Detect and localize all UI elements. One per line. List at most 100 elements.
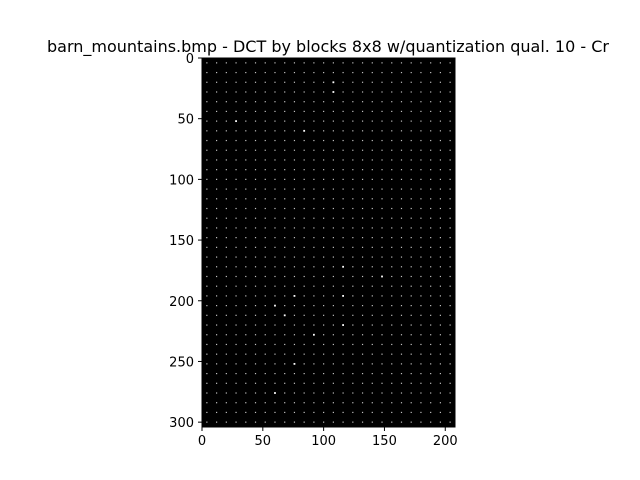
dct-coefficient (216, 372, 218, 375)
dct-coefficient (342, 169, 344, 171)
dct-coefficient (313, 246, 315, 248)
dct-coefficient (274, 285, 276, 287)
dct-coefficient (410, 324, 412, 326)
dct-coefficient (391, 363, 393, 365)
dct-coefficient (323, 382, 325, 384)
dct-coefficient (430, 266, 432, 268)
dct-coefficient (439, 334, 441, 336)
dct-coefficient (323, 188, 325, 190)
dct-coefficient (245, 353, 247, 355)
dct-coefficient (235, 198, 237, 200)
dct-coefficient (225, 382, 227, 384)
dct-coefficient (254, 217, 257, 219)
dct-coefficient (293, 149, 296, 151)
dct-coefficient (254, 334, 257, 336)
dct-coefficient (284, 353, 286, 355)
dct-coefficient (332, 71, 334, 74)
dct-coefficient (206, 120, 208, 122)
dct-coefficient (254, 324, 257, 326)
dct-coefficient (420, 324, 422, 326)
dct-coefficient (439, 256, 441, 258)
dct-coefficient (361, 149, 364, 151)
dct-coefficient (245, 324, 247, 326)
dct-coefficient (381, 130, 383, 132)
dct-coefficient (371, 71, 373, 74)
dct-coefficient (323, 246, 325, 248)
dct-coefficient (206, 159, 208, 161)
dct-coefficient (332, 207, 334, 210)
dct-coefficient (274, 372, 276, 375)
dct-coefficient (342, 314, 344, 316)
dct-coefficient (391, 275, 393, 278)
dct-coefficient (391, 392, 393, 394)
dct-coefficient (264, 402, 266, 404)
dct-coefficient (449, 198, 451, 200)
dct-coefficient (410, 246, 412, 248)
dct-coefficient (235, 139, 237, 142)
dct-coefficient (264, 275, 266, 278)
dct-coefficient (439, 363, 441, 365)
dct-coefficient (245, 392, 247, 394)
dct-coefficient (206, 343, 208, 346)
dct-coefficient (439, 295, 441, 297)
dct-coefficient (400, 139, 403, 142)
dct-coefficient (342, 305, 344, 307)
dct-coefficient (303, 295, 305, 297)
dct-coefficient (254, 198, 257, 200)
dct-coefficient (410, 285, 412, 287)
dct-coefficient (410, 159, 412, 161)
dct-coefficient (420, 372, 422, 375)
dct-coefficient (332, 62, 334, 64)
dct-coefficient (371, 81, 373, 83)
dct-coefficient (391, 237, 393, 239)
dct-coefficient (400, 305, 403, 307)
dct-coefficient (323, 81, 325, 83)
x-tick-label: 150 (372, 434, 397, 449)
dct-coefficient (303, 198, 305, 200)
dct-coefficient (303, 139, 305, 142)
dct-coefficient (264, 285, 266, 287)
dct-coefficient (391, 110, 393, 113)
dct-coefficient (274, 324, 276, 326)
dct-coefficient (323, 149, 325, 151)
dct-coefficient (371, 382, 373, 384)
dct-coefficient (313, 169, 315, 171)
dct-coefficient (313, 343, 315, 346)
dct-coefficient (303, 266, 305, 268)
dct-coefficient (361, 421, 364, 423)
dct-coefficient (449, 71, 451, 74)
dct-coefficient (391, 198, 393, 200)
dct-coefficient (235, 81, 237, 83)
dct-coefficient (332, 314, 334, 316)
dct-coefficient (352, 343, 354, 346)
dct-coefficient (274, 91, 276, 93)
dct-coefficient (254, 71, 257, 74)
dct-coefficient (235, 421, 237, 423)
dct-coefficient (410, 353, 412, 355)
dct-coefficient (361, 130, 364, 132)
dct-coefficient (342, 71, 344, 74)
dct-coefficient (274, 392, 276, 394)
dct-coefficient (420, 314, 422, 316)
dct-coefficient (274, 169, 276, 171)
dct-coefficient (216, 237, 218, 239)
dct-coefficient (371, 130, 373, 132)
dct-coefficient (216, 402, 218, 404)
dct-coefficient (284, 91, 286, 93)
dct-coefficient (245, 237, 247, 239)
dct-coefficient (293, 402, 296, 404)
dct-coefficient (391, 324, 393, 326)
dct-coefficient (371, 110, 373, 113)
dct-coefficient (206, 101, 208, 103)
dct-coefficient (303, 207, 305, 210)
dct-coefficient (254, 91, 257, 93)
dct-coefficient (293, 62, 296, 64)
dct-coefficient (225, 217, 227, 219)
dct-coefficient (410, 139, 412, 142)
dct-coefficient (274, 363, 276, 365)
dct-coefficient (332, 421, 334, 423)
dct-coefficient (216, 256, 218, 258)
dct-coefficient (274, 62, 276, 64)
dct-coefficient (313, 62, 315, 64)
dct-coefficient (400, 324, 403, 326)
